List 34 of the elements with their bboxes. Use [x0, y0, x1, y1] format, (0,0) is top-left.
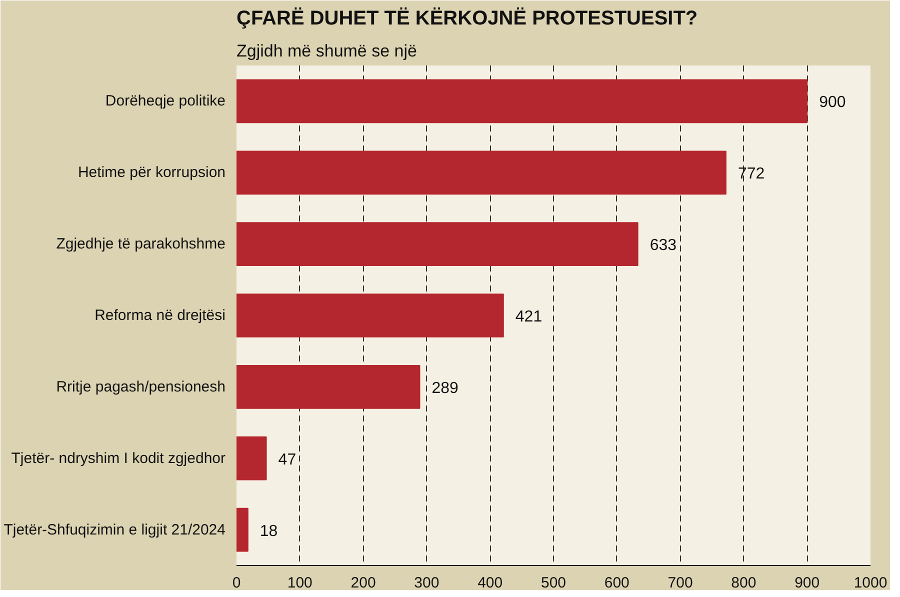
y-tick-label: Dorëheqje politike	[105, 92, 226, 110]
x-tick-label: 900	[794, 574, 820, 592]
data-label: 421	[515, 308, 542, 326]
bar	[236, 436, 267, 480]
y-tick-label: Hetime për korrupsion	[78, 164, 226, 182]
y-tick-label: Tjetër-Shfuqizimin e ligjit 21/2024	[4, 521, 226, 538]
x-tick-label: 0	[232, 574, 241, 592]
x-tick-label: 600	[604, 574, 630, 592]
y-tick-label: Rritje pagash/pensionesh	[56, 378, 226, 396]
x-tick-label: 500	[540, 574, 566, 592]
bar	[236, 508, 248, 552]
bar	[236, 365, 420, 409]
data-label: 772	[738, 166, 765, 183]
data-label: 900	[819, 94, 846, 112]
x-tick-label: 800	[731, 574, 756, 592]
x-tick-label: 700	[668, 574, 693, 592]
bar	[236, 222, 638, 266]
x-tick-label: 1000	[854, 574, 888, 592]
data-label: 633	[650, 237, 677, 254]
x-tick-label: 300	[414, 574, 440, 592]
x-tick-label: 400	[478, 574, 503, 592]
data-label: 47	[278, 451, 296, 468]
data-label: 289	[432, 380, 459, 397]
bar	[236, 79, 808, 124]
x-tick-label: 200	[350, 574, 376, 592]
chart-subtitle: Zgjidh më shumë se një	[236, 42, 417, 60]
data-label: 18	[260, 522, 278, 540]
chart-title: ÇFARË DUHET TË KËRKOJNË PROTESTUESIT?	[236, 6, 698, 30]
bar	[236, 150, 726, 195]
y-tick-label: Reforma në drejtësi	[94, 307, 226, 324]
y-tick-label: Zgjedhje të parakohshme	[56, 236, 226, 253]
bar	[236, 294, 504, 338]
x-tick-label: 100	[287, 574, 312, 592]
y-tick-label: Tjetër- ndryshim I kodit zgjedhor	[11, 450, 226, 467]
